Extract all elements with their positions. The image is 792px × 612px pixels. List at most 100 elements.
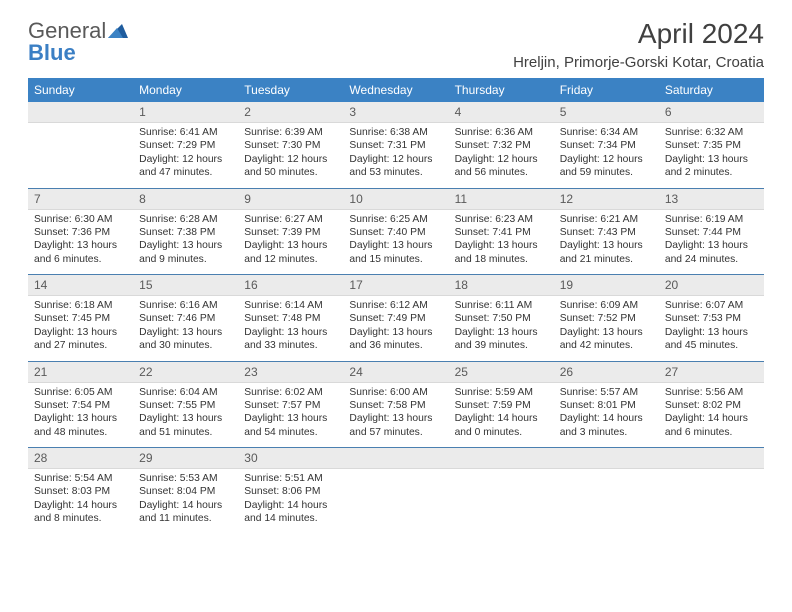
day-cell: 11Sunrise: 6:23 AMSunset: 7:41 PMDayligh… (449, 189, 554, 275)
day-number: 19 (554, 275, 659, 296)
day-number: 16 (238, 275, 343, 296)
day-cell: 9Sunrise: 6:27 AMSunset: 7:39 PMDaylight… (238, 189, 343, 275)
day-details: Sunrise: 6:16 AMSunset: 7:46 PMDaylight:… (133, 296, 238, 357)
day-details: Sunrise: 5:53 AMSunset: 8:04 PMDaylight:… (133, 469, 238, 530)
daylight-text: Daylight: 14 hours and 6 minutes. (665, 412, 758, 439)
sunset-text: Sunset: 7:48 PM (244, 312, 337, 325)
day-details: Sunrise: 5:59 AMSunset: 7:59 PMDaylight:… (449, 383, 554, 444)
weekday-header: Tuesday (238, 78, 343, 102)
sunset-text: Sunset: 7:39 PM (244, 226, 337, 239)
day-cell: 25Sunrise: 5:59 AMSunset: 7:59 PMDayligh… (449, 362, 554, 448)
daylight-text: Daylight: 13 hours and 45 minutes. (665, 326, 758, 353)
day-cell: 26Sunrise: 5:57 AMSunset: 8:01 PMDayligh… (554, 362, 659, 448)
sunrise-text: Sunrise: 6:28 AM (139, 213, 232, 226)
day-details: Sunrise: 6:25 AMSunset: 7:40 PMDaylight:… (343, 210, 448, 271)
day-cell (449, 448, 554, 534)
day-details: Sunrise: 5:54 AMSunset: 8:03 PMDaylight:… (28, 469, 133, 530)
sunrise-text: Sunrise: 6:25 AM (349, 213, 442, 226)
daylight-text: Daylight: 13 hours and 54 minutes. (244, 412, 337, 439)
day-number: 18 (449, 275, 554, 296)
day-cell: 8Sunrise: 6:28 AMSunset: 7:38 PMDaylight… (133, 189, 238, 275)
day-cell: 23Sunrise: 6:02 AMSunset: 7:57 PMDayligh… (238, 362, 343, 448)
day-number: 20 (659, 275, 764, 296)
logo-icon (108, 20, 128, 42)
day-cell: 17Sunrise: 6:12 AMSunset: 7:49 PMDayligh… (343, 275, 448, 361)
sunrise-text: Sunrise: 6:34 AM (560, 126, 653, 139)
day-details: Sunrise: 5:57 AMSunset: 8:01 PMDaylight:… (554, 383, 659, 444)
day-number: 21 (28, 362, 133, 383)
day-details: Sunrise: 6:41 AMSunset: 7:29 PMDaylight:… (133, 123, 238, 184)
sunrise-text: Sunrise: 6:27 AM (244, 213, 337, 226)
daylight-text: Daylight: 13 hours and 9 minutes. (139, 239, 232, 266)
day-number: 14 (28, 275, 133, 296)
weekday-header-row: Sunday Monday Tuesday Wednesday Thursday… (28, 78, 764, 102)
daylight-text: Daylight: 13 hours and 42 minutes. (560, 326, 653, 353)
daylight-text: Daylight: 13 hours and 39 minutes. (455, 326, 548, 353)
weekday-header: Wednesday (343, 78, 448, 102)
calendar-table: Sunday Monday Tuesday Wednesday Thursday… (28, 78, 764, 534)
day-details: Sunrise: 6:34 AMSunset: 7:34 PMDaylight:… (554, 123, 659, 184)
sunset-text: Sunset: 7:36 PM (34, 226, 127, 239)
daylight-text: Daylight: 14 hours and 8 minutes. (34, 499, 127, 526)
day-number: 6 (659, 102, 764, 123)
day-details: Sunrise: 6:30 AMSunset: 7:36 PMDaylight:… (28, 210, 133, 271)
daylight-text: Daylight: 14 hours and 11 minutes. (139, 499, 232, 526)
day-number: 7 (28, 189, 133, 210)
day-cell: 30Sunrise: 5:51 AMSunset: 8:06 PMDayligh… (238, 448, 343, 534)
sunset-text: Sunset: 7:52 PM (560, 312, 653, 325)
sunset-text: Sunset: 7:41 PM (455, 226, 548, 239)
day-details: Sunrise: 6:18 AMSunset: 7:45 PMDaylight:… (28, 296, 133, 357)
week-row: 1Sunrise: 6:41 AMSunset: 7:29 PMDaylight… (28, 102, 764, 188)
sunrise-text: Sunrise: 5:56 AM (665, 386, 758, 399)
day-details: Sunrise: 6:04 AMSunset: 7:55 PMDaylight:… (133, 383, 238, 444)
month-title: April 2024 (513, 18, 764, 50)
sunset-text: Sunset: 8:01 PM (560, 399, 653, 412)
day-details: Sunrise: 6:02 AMSunset: 7:57 PMDaylight:… (238, 383, 343, 444)
week-row: 7Sunrise: 6:30 AMSunset: 7:36 PMDaylight… (28, 189, 764, 275)
daylight-text: Daylight: 13 hours and 57 minutes. (349, 412, 442, 439)
sunset-text: Sunset: 7:35 PM (665, 139, 758, 152)
day-cell (659, 448, 764, 534)
sunset-text: Sunset: 7:57 PM (244, 399, 337, 412)
sunrise-text: Sunrise: 5:57 AM (560, 386, 653, 399)
day-number: 11 (449, 189, 554, 210)
sunrise-text: Sunrise: 6:00 AM (349, 386, 442, 399)
daylight-text: Daylight: 13 hours and 6 minutes. (34, 239, 127, 266)
day-details: Sunrise: 6:36 AMSunset: 7:32 PMDaylight:… (449, 123, 554, 184)
day-number-empty (28, 102, 133, 123)
day-cell: 21Sunrise: 6:05 AMSunset: 7:54 PMDayligh… (28, 362, 133, 448)
sunset-text: Sunset: 7:30 PM (244, 139, 337, 152)
sunset-text: Sunset: 7:49 PM (349, 312, 442, 325)
day-number-empty (449, 448, 554, 469)
day-cell: 27Sunrise: 5:56 AMSunset: 8:02 PMDayligh… (659, 362, 764, 448)
sunset-text: Sunset: 7:58 PM (349, 399, 442, 412)
day-details: Sunrise: 6:28 AMSunset: 7:38 PMDaylight:… (133, 210, 238, 271)
day-number: 2 (238, 102, 343, 123)
sunset-text: Sunset: 8:06 PM (244, 485, 337, 498)
day-number: 30 (238, 448, 343, 469)
weekday-header: Monday (133, 78, 238, 102)
day-cell: 22Sunrise: 6:04 AMSunset: 7:55 PMDayligh… (133, 362, 238, 448)
day-number: 13 (659, 189, 764, 210)
day-details: Sunrise: 6:38 AMSunset: 7:31 PMDaylight:… (343, 123, 448, 184)
day-number: 5 (554, 102, 659, 123)
sunrise-text: Sunrise: 6:36 AM (455, 126, 548, 139)
daylight-text: Daylight: 14 hours and 14 minutes. (244, 499, 337, 526)
sunset-text: Sunset: 7:32 PM (455, 139, 548, 152)
daylight-text: Daylight: 12 hours and 50 minutes. (244, 153, 337, 180)
day-details: Sunrise: 6:00 AMSunset: 7:58 PMDaylight:… (343, 383, 448, 444)
daylight-text: Daylight: 13 hours and 15 minutes. (349, 239, 442, 266)
sunrise-text: Sunrise: 6:07 AM (665, 299, 758, 312)
day-number: 17 (343, 275, 448, 296)
sunrise-text: Sunrise: 6:02 AM (244, 386, 337, 399)
daylight-text: Daylight: 13 hours and 12 minutes. (244, 239, 337, 266)
sunrise-text: Sunrise: 6:12 AM (349, 299, 442, 312)
sunrise-text: Sunrise: 6:30 AM (34, 213, 127, 226)
sunset-text: Sunset: 8:04 PM (139, 485, 232, 498)
sunset-text: Sunset: 7:40 PM (349, 226, 442, 239)
logo-text-blue: Blue (28, 40, 76, 65)
sunset-text: Sunset: 7:43 PM (560, 226, 653, 239)
sunrise-text: Sunrise: 6:09 AM (560, 299, 653, 312)
sunrise-text: Sunrise: 6:23 AM (455, 213, 548, 226)
day-number: 4 (449, 102, 554, 123)
